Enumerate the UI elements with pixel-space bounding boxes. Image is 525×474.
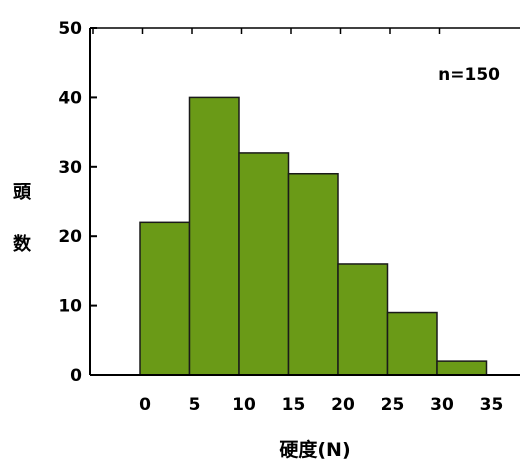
y-axis-label-char-1: 頭 [13, 182, 32, 203]
x-tick-label: 35 [480, 395, 504, 415]
histogram-bar [436, 360, 488, 376]
histogram-bar [188, 96, 240, 376]
y-tick-label: 30 [58, 158, 82, 178]
histogram-bar [287, 172, 339, 376]
histogram-bar [386, 311, 438, 376]
x-tick-label: 30 [430, 395, 454, 415]
histogram-bar [337, 263, 389, 376]
axes-group [89, 28, 520, 376]
x-ticks-group: 0 5 10 15 20 25 30 35 [90, 27, 520, 415]
sample-size-annotation: n=150 [438, 65, 500, 85]
histogram-bar [238, 152, 290, 376]
x-tick-label: 0 [139, 395, 151, 415]
x-tick-label: 20 [331, 395, 355, 415]
y-tick-label: 0 [70, 366, 82, 386]
y-tick-label: 10 [58, 297, 82, 317]
histogram-bar [139, 221, 191, 376]
y-tick-label: 40 [58, 88, 82, 108]
x-tick-label: 25 [381, 395, 405, 415]
y-tick-label: 50 [58, 19, 82, 39]
bars-group [139, 96, 488, 376]
x-axis-label: 硬度(N) [279, 438, 350, 461]
y-ticks-group: 0 10 20 30 40 50 [58, 19, 97, 386]
y-tick-label: 20 [58, 227, 82, 247]
x-tick-label: 5 [189, 395, 201, 415]
y-axis-label-char-2: 数 [13, 233, 32, 255]
x-tick-label: 15 [282, 395, 306, 415]
x-tick-label: 10 [232, 395, 256, 415]
